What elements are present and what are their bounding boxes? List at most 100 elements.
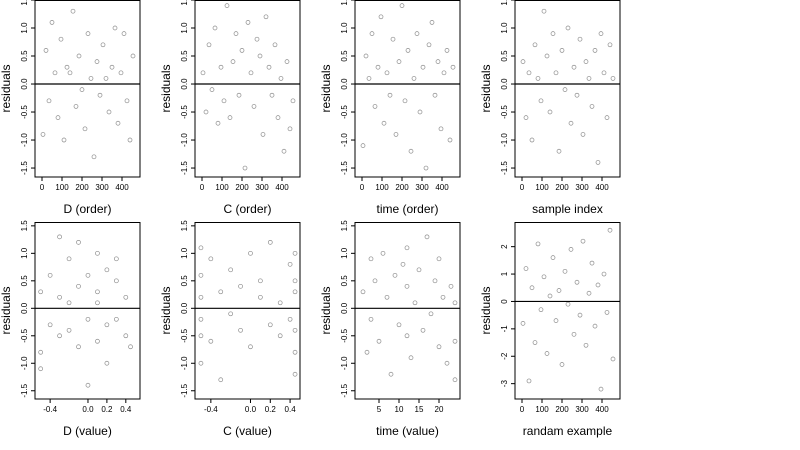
point bbox=[444, 48, 450, 53]
point bbox=[76, 283, 81, 289]
y-tick-label: 1.5 bbox=[180, 220, 189, 232]
point bbox=[128, 344, 133, 350]
point bbox=[258, 294, 263, 300]
y-tick-label: 2 bbox=[500, 244, 509, 249]
point bbox=[598, 386, 604, 392]
point bbox=[408, 148, 414, 154]
plot-frame bbox=[194, 222, 301, 400]
point bbox=[426, 42, 432, 48]
point bbox=[399, 3, 405, 8]
point bbox=[198, 294, 204, 300]
point bbox=[46, 98, 52, 104]
point bbox=[553, 70, 559, 76]
point bbox=[547, 109, 553, 115]
point bbox=[100, 42, 106, 48]
point bbox=[121, 31, 127, 36]
point bbox=[369, 31, 375, 36]
point bbox=[368, 316, 374, 322]
y-axis-label: residuals bbox=[159, 286, 173, 334]
point bbox=[38, 289, 44, 295]
y-tick-label: -1.0 bbox=[20, 356, 29, 370]
point bbox=[55, 115, 61, 120]
x-tick-label: 300 bbox=[575, 183, 589, 192]
plot-frame bbox=[354, 0, 461, 178]
point bbox=[251, 104, 257, 109]
x-tick-label: 100 bbox=[215, 183, 229, 192]
x-axis-label: randam example bbox=[523, 424, 613, 438]
point bbox=[414, 31, 420, 36]
y-tick-label: -1.0 bbox=[180, 356, 189, 370]
point bbox=[568, 247, 574, 252]
point bbox=[76, 239, 81, 245]
point bbox=[290, 98, 296, 104]
point bbox=[58, 36, 64, 42]
point bbox=[38, 366, 44, 372]
point bbox=[577, 36, 583, 42]
point bbox=[592, 48, 598, 53]
plot-frame bbox=[354, 222, 461, 400]
point bbox=[130, 53, 136, 59]
point bbox=[43, 48, 49, 53]
point bbox=[404, 333, 410, 339]
x-tick-label: 200 bbox=[555, 405, 569, 414]
y-tick-label: 1.5 bbox=[20, 0, 29, 6]
point bbox=[583, 59, 589, 64]
plot-frame bbox=[34, 222, 141, 400]
point bbox=[104, 360, 110, 366]
y-tick-label: -0.5 bbox=[340, 328, 349, 342]
point bbox=[123, 333, 129, 339]
point bbox=[432, 92, 438, 98]
point bbox=[387, 92, 393, 98]
point bbox=[258, 278, 263, 284]
point bbox=[57, 333, 62, 339]
point bbox=[538, 307, 544, 313]
x-tick-label: 100 bbox=[535, 183, 549, 192]
y-tick-label: -1.0 bbox=[500, 133, 509, 147]
y-tick-label: -1.0 bbox=[180, 133, 189, 147]
y-axis-label: residuals bbox=[479, 286, 493, 334]
x-tick-label: 300 bbox=[95, 183, 109, 192]
point bbox=[123, 294, 129, 300]
x-tick-label: 300 bbox=[255, 183, 269, 192]
point bbox=[278, 76, 284, 81]
point bbox=[238, 327, 243, 333]
point bbox=[106, 109, 112, 115]
point bbox=[375, 64, 381, 70]
y-tick-label: -1.5 bbox=[20, 383, 29, 397]
y-tick-label: -1.5 bbox=[340, 161, 349, 175]
point bbox=[607, 42, 613, 48]
y-tick-label: -0.5 bbox=[180, 105, 189, 119]
point bbox=[85, 272, 91, 278]
point bbox=[95, 300, 100, 306]
point bbox=[529, 137, 535, 143]
point bbox=[257, 53, 263, 59]
plot-frame bbox=[194, 0, 301, 178]
point bbox=[245, 20, 251, 25]
point bbox=[381, 120, 387, 126]
point bbox=[586, 76, 592, 81]
point bbox=[550, 31, 556, 36]
point bbox=[292, 371, 298, 377]
y-tick-label: -1.5 bbox=[500, 161, 509, 175]
y-tick-label: 1.0 bbox=[500, 22, 509, 34]
point bbox=[277, 333, 283, 339]
y-tick-label: -1 bbox=[500, 325, 509, 333]
point bbox=[556, 288, 562, 293]
point bbox=[61, 137, 67, 143]
point bbox=[412, 300, 418, 306]
point bbox=[267, 239, 273, 245]
y-axis-label: residuals bbox=[0, 286, 13, 334]
y-tick-label: -3 bbox=[500, 380, 509, 388]
plot-frame bbox=[514, 0, 621, 178]
point bbox=[47, 272, 53, 278]
point bbox=[372, 104, 378, 109]
plot-frame bbox=[34, 0, 141, 178]
point bbox=[604, 115, 610, 120]
point bbox=[95, 289, 100, 295]
x-tick-label: 0.4 bbox=[120, 405, 132, 414]
point bbox=[248, 250, 253, 256]
point bbox=[535, 76, 541, 81]
point bbox=[206, 42, 212, 48]
x-axis-label: C (order) bbox=[223, 202, 271, 216]
